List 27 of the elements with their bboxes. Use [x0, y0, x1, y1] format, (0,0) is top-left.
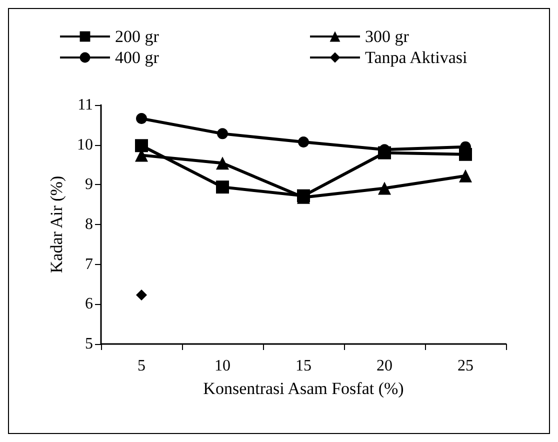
- point: [217, 128, 228, 140]
- y-tick-label: 5: [85, 336, 93, 352]
- x-tick-label: 20: [376, 358, 392, 374]
- point: [135, 139, 148, 152]
- point: [298, 136, 309, 148]
- y-tick-label: 10: [77, 136, 93, 154]
- point: [216, 156, 229, 170]
- point: [136, 113, 147, 124]
- x-axis-title: Konsentrasi Asam Fosfat (%): [203, 379, 404, 398]
- point: [378, 182, 391, 195]
- x-tick-label: 25: [458, 358, 474, 374]
- point: [216, 180, 229, 194]
- y-tick-label: 11: [78, 96, 93, 114]
- y-tick-label: 8: [85, 216, 93, 233]
- point: [459, 169, 472, 182]
- legend-label: Tanpa Aktivasi: [365, 48, 468, 67]
- legend-label: 200 gr: [115, 27, 160, 46]
- y-tick-label: 7: [85, 256, 93, 273]
- x-tick-label: 5: [138, 358, 146, 374]
- x-tick-label: 10: [214, 358, 230, 374]
- y-tick-label: 6: [85, 296, 93, 313]
- legend-label: 400 gr: [115, 48, 160, 67]
- point: [136, 290, 147, 301]
- x-tick-label: 15: [296, 358, 312, 374]
- y-axis-title: Kadar Air (%): [47, 176, 66, 274]
- legend-label: 300 gr: [365, 27, 410, 46]
- y-tick-label: 9: [85, 176, 93, 194]
